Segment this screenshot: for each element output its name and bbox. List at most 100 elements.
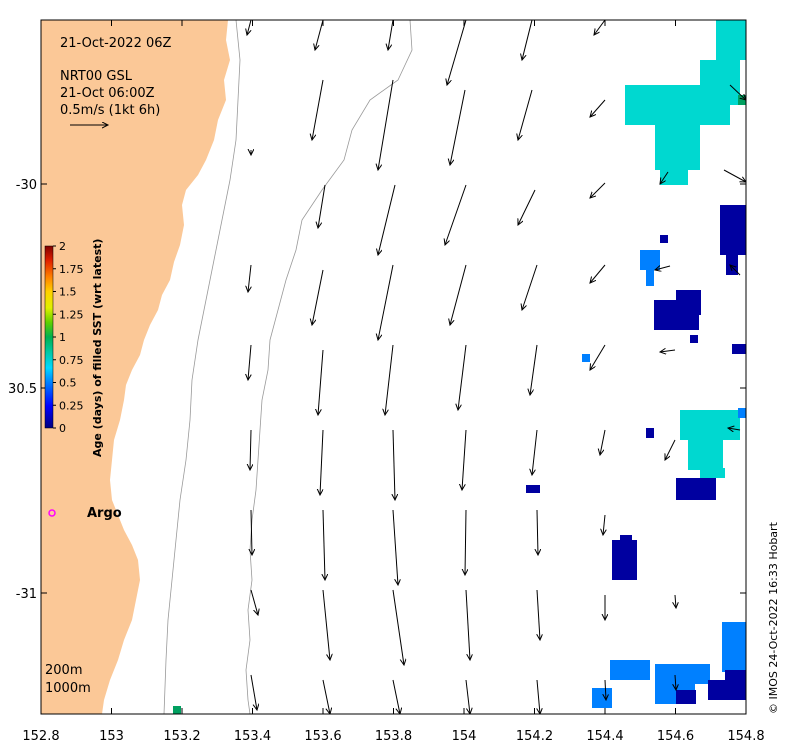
x-tick-label: 154.4	[586, 729, 623, 744]
credit-text: © IMOS 24-Oct-2022 16:33 Hobart	[767, 521, 780, 714]
sst-pixel-block	[646, 268, 654, 286]
colorbar-label: Age (days) of filled SST (wrt latest)	[91, 239, 104, 457]
current-arrow	[594, 20, 606, 35]
current-arrow	[522, 264, 538, 310]
current-arrow	[530, 344, 538, 395]
x-tick-label: 153	[99, 729, 124, 744]
contour-label-200m: 200m	[45, 663, 82, 678]
current-arrow	[250, 674, 257, 710]
current-arrow	[605, 679, 606, 700]
sst-pixel-block	[646, 428, 654, 438]
colorbar-tick-label: 1.75	[59, 263, 84, 276]
current-arrow	[590, 99, 606, 117]
contour-200m	[163, 20, 241, 714]
sst-pixel-block	[716, 20, 746, 60]
current-arrow	[660, 171, 669, 184]
x-tick-label: 153.8	[375, 729, 412, 744]
sst-pixel-block	[610, 660, 650, 680]
current-arrow	[322, 679, 330, 714]
current-arrow	[537, 509, 538, 555]
current-arrow	[660, 350, 676, 352]
product-time: 21-Oct 06:00Z	[60, 86, 155, 101]
current-arrow	[603, 514, 605, 535]
x-tick-label: 152.8	[22, 729, 59, 744]
current-arrow	[385, 344, 394, 415]
map-title: 21-Oct-2022 06Z	[60, 36, 172, 51]
colorbar-tick-label: 0	[59, 422, 66, 435]
sst-pixel-block	[526, 485, 540, 493]
y-tick-label: -30	[16, 178, 37, 193]
sst-pixel-block	[690, 335, 698, 343]
sst-pixel-block	[738, 408, 746, 418]
current-arrow	[323, 509, 325, 580]
current-arrow	[728, 428, 741, 430]
sst-pixel-block	[173, 706, 181, 714]
current-arrow	[723, 169, 746, 182]
sst-pixel-block	[655, 125, 700, 170]
colorbar-tick-label: 0.25	[59, 399, 84, 412]
current-arrow	[315, 20, 324, 50]
current-arrow	[247, 20, 252, 35]
x-tick-label: 154.6	[657, 729, 694, 744]
sst-pixel-block	[680, 410, 740, 440]
current-arrow	[392, 679, 400, 714]
colorbar-tick-label: 0.75	[59, 354, 84, 367]
sst-pixel-block	[725, 670, 746, 695]
x-tick-label: 153.2	[163, 729, 200, 744]
current-arrow	[590, 344, 606, 370]
sst-pixel-block	[660, 165, 688, 185]
current-arrow	[462, 429, 467, 490]
current-arrow	[522, 20, 533, 60]
colorbar-tick-label: 1.25	[59, 308, 84, 321]
current-arrow	[392, 509, 398, 585]
sst-pixel-block	[640, 250, 660, 270]
sst-pixel-block	[722, 622, 746, 672]
colorbar-tick-label: 1.5	[59, 286, 77, 299]
sst-pixel-block	[660, 235, 668, 243]
current-arrow	[251, 509, 252, 555]
x-tick-label: 154	[452, 729, 477, 744]
sst-pixel-block	[720, 205, 746, 255]
sst-pixel-block	[592, 688, 612, 708]
current-arrow	[537, 679, 540, 714]
current-arrow	[465, 589, 470, 660]
current-arrow	[450, 264, 467, 325]
argo-label: Argo	[87, 506, 122, 521]
current-arrow	[312, 79, 324, 140]
current-arrow	[320, 429, 324, 495]
sst-pixel-block	[582, 354, 590, 362]
current-arrow	[590, 182, 606, 198]
sst-pixel-block	[676, 290, 701, 315]
current-arrow	[465, 509, 466, 575]
sst-pixel-block	[680, 664, 710, 684]
sst-pixel-block	[676, 478, 716, 500]
current-arrow	[590, 264, 606, 283]
current-arrow	[322, 589, 330, 660]
current-arrow	[378, 79, 394, 170]
current-arrow	[392, 589, 404, 665]
contour-label-1000m: 1000m	[45, 681, 91, 696]
current-arrow	[600, 429, 606, 455]
current-arrow	[518, 89, 533, 140]
x-tick-label: 154.2	[516, 729, 553, 744]
argo-marker	[48, 509, 56, 517]
current-arrow	[730, 265, 741, 276]
colorbar	[44, 245, 54, 429]
colorbar-ticks: 2 1.75 1.5 1.25 1 0.75 0.5 0.25 0	[53, 240, 84, 435]
sst-pixel-block	[620, 535, 632, 555]
sst-pixel-block	[688, 440, 723, 470]
current-arrow	[393, 429, 395, 500]
sst-pixel-block	[625, 85, 730, 125]
current-arrow	[532, 429, 538, 475]
current-arrow	[655, 266, 671, 270]
sst-pixel-block	[732, 344, 746, 354]
y-axis: -30 30.5 -31	[8, 178, 746, 602]
current-arrow	[250, 429, 251, 470]
contour-1000m	[245, 20, 413, 714]
current-arrow	[248, 344, 251, 380]
current-arrow	[445, 184, 467, 245]
land-mass	[41, 20, 230, 714]
y-tick-label: 30.5	[8, 382, 37, 397]
current-arrow	[250, 589, 258, 615]
